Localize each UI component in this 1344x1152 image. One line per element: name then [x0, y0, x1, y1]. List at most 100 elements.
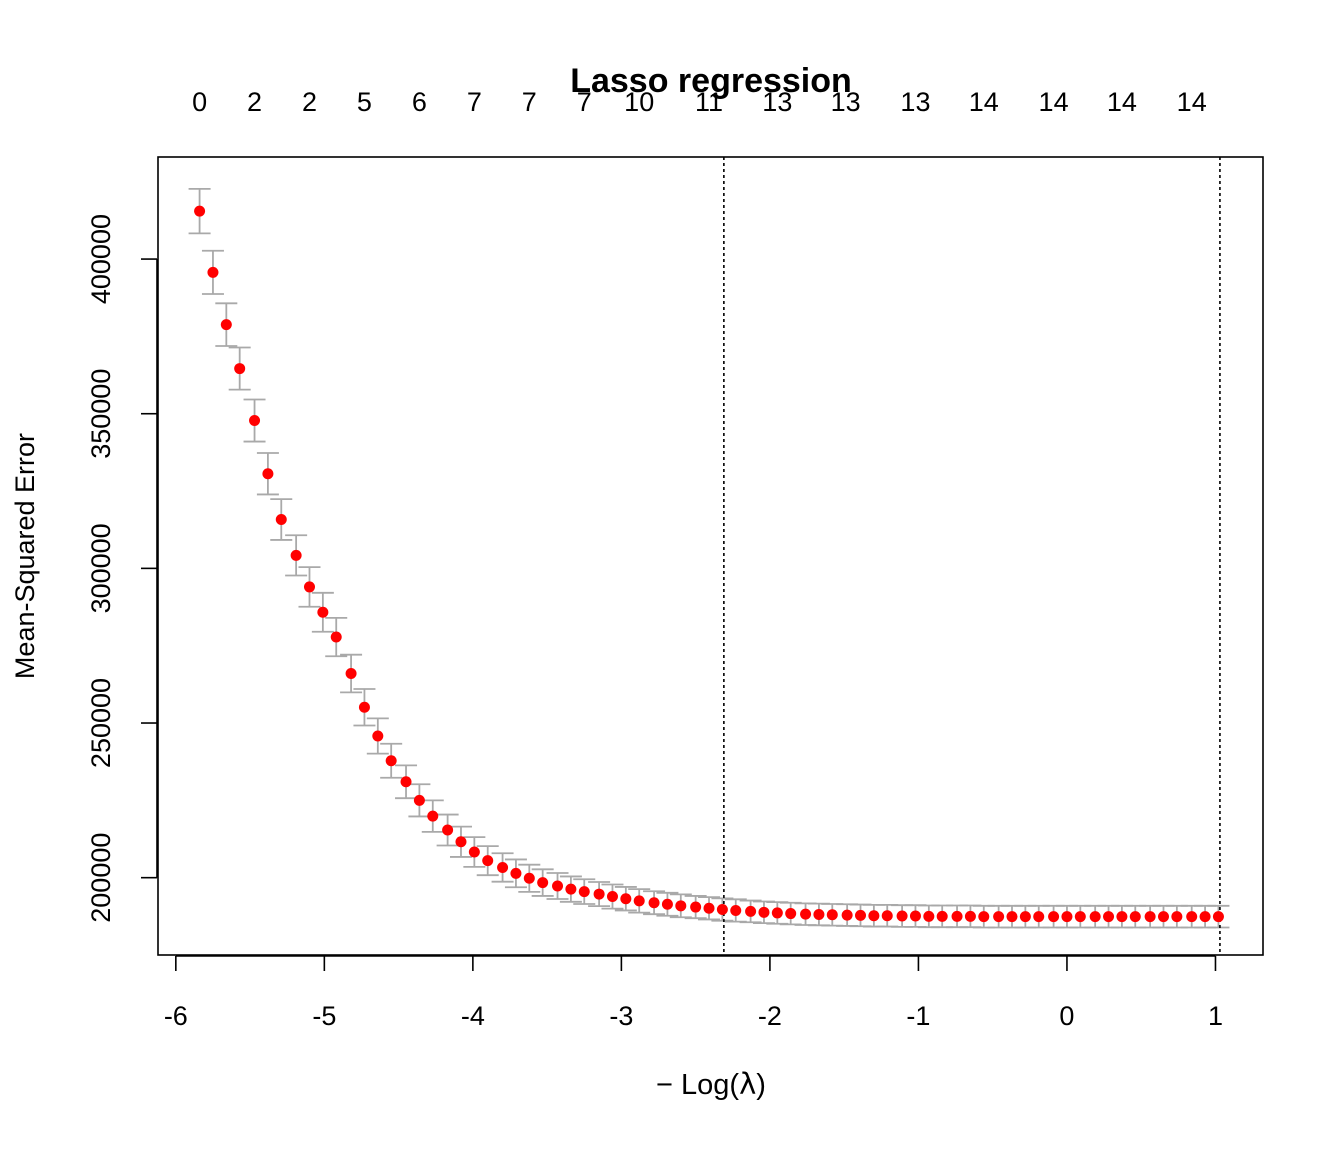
top-axis-label: 10: [624, 87, 654, 117]
data-point: [317, 606, 329, 618]
data-point: [1074, 911, 1086, 923]
data-point: [730, 904, 742, 916]
top-axis-label: 7: [577, 87, 592, 117]
y-tick-label: 200000: [86, 833, 116, 923]
data-point: [1144, 911, 1156, 923]
top-axis-label: 0: [192, 87, 207, 117]
data-point: [951, 910, 963, 922]
x-tick-label: -5: [312, 1001, 336, 1031]
data-point: [345, 668, 357, 680]
data-point: [964, 910, 976, 922]
top-axis-label: 13: [762, 87, 792, 117]
reference-lines: [723, 157, 1221, 955]
data-point: [771, 907, 783, 919]
data-point: [745, 905, 757, 917]
data-points: [194, 205, 1224, 923]
data-point: [855, 909, 867, 921]
data-point: [413, 794, 425, 806]
data-point: [552, 880, 564, 892]
data-point: [909, 910, 921, 922]
x-tick-label: 0: [1059, 1001, 1074, 1031]
chart-title: Lasso regression: [570, 62, 852, 100]
data-point: [427, 810, 439, 822]
data-point: [523, 872, 535, 884]
top-axis-label: 5: [357, 87, 372, 117]
data-point: [358, 701, 370, 713]
data-point: [993, 911, 1005, 923]
top-axis-label: 2: [302, 87, 317, 117]
x-tick-label: -6: [164, 1001, 188, 1031]
data-point: [262, 468, 274, 480]
data-point: [826, 909, 838, 921]
data-point: [633, 895, 645, 907]
top-axis-label: 7: [522, 87, 537, 117]
data-point: [716, 904, 728, 916]
data-point: [1006, 911, 1018, 923]
data-point: [923, 910, 935, 922]
x-axis-label: − Log(λ): [656, 1067, 766, 1101]
data-point: [578, 886, 590, 898]
data-point: [385, 755, 397, 767]
data-point: [1186, 911, 1198, 923]
top-axis-label: 6: [412, 87, 427, 117]
data-point: [455, 836, 467, 848]
x-tick-label: -3: [609, 1001, 633, 1031]
data-point: [606, 891, 618, 903]
data-point: [468, 846, 480, 858]
top-axis-label: 14: [1039, 87, 1069, 117]
data-point: [1019, 911, 1031, 923]
x-axis: -6 -5 -4 -3 -2 -1 0 1: [164, 955, 1223, 1031]
data-point: [537, 877, 549, 889]
data-point: [249, 415, 261, 427]
data-point: [785, 908, 797, 920]
top-axis-label: 13: [900, 87, 930, 117]
data-point: [1129, 911, 1141, 923]
data-point: [620, 893, 632, 905]
x-axis-label-prefix: − Log(: [656, 1069, 739, 1101]
x-tick-label: 1: [1208, 1001, 1223, 1031]
error-bars: [188, 187, 1230, 929]
y-tick-label: 350000: [86, 369, 116, 459]
data-point: [565, 883, 577, 895]
data-point: [1061, 911, 1073, 923]
data-point: [661, 898, 673, 910]
data-point: [593, 888, 605, 900]
plot-area-border: [157, 156, 1264, 956]
data-point: [234, 363, 246, 375]
data-point: [703, 902, 715, 914]
top-axis-label: 13: [831, 87, 861, 117]
x-tick-label: -2: [758, 1001, 782, 1031]
top-axis-label: 7: [467, 87, 482, 117]
data-point: [881, 910, 893, 922]
data-point: [1199, 911, 1211, 923]
data-point: [936, 910, 948, 922]
data-point: [675, 900, 687, 912]
data-point: [275, 514, 287, 526]
y-axis: 200000 250000 300000 350000 400000: [86, 214, 158, 923]
data-point: [690, 901, 702, 913]
data-point: [482, 855, 494, 867]
data-point: [1171, 911, 1183, 923]
data-point: [290, 549, 302, 561]
data-point: [758, 906, 770, 918]
y-axis-label: Mean-Squared Error: [10, 433, 40, 679]
data-point: [978, 911, 990, 923]
data-point: [497, 861, 509, 873]
data-point: [1048, 911, 1060, 923]
x-axis-label-lambda: λ: [739, 1067, 756, 1101]
data-point: [400, 776, 412, 788]
data-point: [813, 908, 825, 920]
x-tick-label: -4: [461, 1001, 485, 1031]
data-point: [841, 909, 853, 921]
data-point: [1116, 911, 1128, 923]
x-tick-label: -1: [906, 1001, 930, 1031]
top-axis-label: 11: [695, 87, 723, 117]
data-point: [1157, 911, 1169, 923]
data-point: [207, 266, 219, 278]
data-point: [330, 631, 342, 643]
data-point: [1212, 911, 1224, 923]
data-point: [510, 867, 522, 879]
top-axis-label: 14: [969, 87, 999, 117]
data-point: [868, 910, 880, 922]
